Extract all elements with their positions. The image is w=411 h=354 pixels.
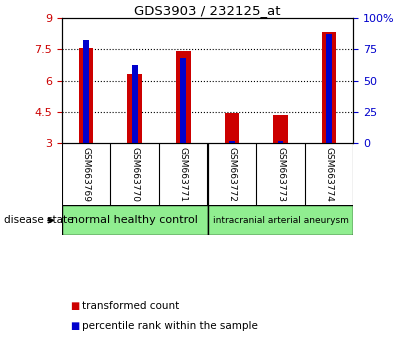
Bar — [326, 34, 332, 143]
Bar — [229, 141, 235, 143]
Bar — [322, 32, 337, 143]
Bar — [127, 74, 142, 143]
FancyBboxPatch shape — [208, 205, 353, 235]
Text: ■: ■ — [70, 321, 79, 331]
Text: GSM663771: GSM663771 — [179, 147, 188, 202]
Text: intracranial arterial aneurysm: intracranial arterial aneurysm — [212, 216, 349, 225]
Bar — [132, 65, 138, 143]
Text: normal healthy control: normal healthy control — [71, 215, 198, 225]
Bar — [273, 115, 288, 143]
Bar — [277, 141, 284, 143]
Text: GSM663772: GSM663772 — [227, 147, 236, 202]
Text: GSM663770: GSM663770 — [130, 147, 139, 202]
Bar — [224, 113, 239, 143]
Text: transformed count: transformed count — [82, 301, 180, 311]
Bar — [176, 51, 191, 143]
Text: GSM663774: GSM663774 — [325, 147, 334, 202]
Bar — [180, 58, 186, 143]
Title: GDS3903 / 232125_at: GDS3903 / 232125_at — [134, 4, 281, 17]
Text: GSM663769: GSM663769 — [81, 147, 90, 202]
Text: percentile rank within the sample: percentile rank within the sample — [82, 321, 258, 331]
Text: disease state: disease state — [4, 215, 74, 225]
Text: ■: ■ — [70, 301, 79, 311]
Text: GSM663773: GSM663773 — [276, 147, 285, 202]
FancyBboxPatch shape — [62, 205, 208, 235]
Bar — [83, 40, 89, 143]
Bar — [79, 48, 93, 143]
